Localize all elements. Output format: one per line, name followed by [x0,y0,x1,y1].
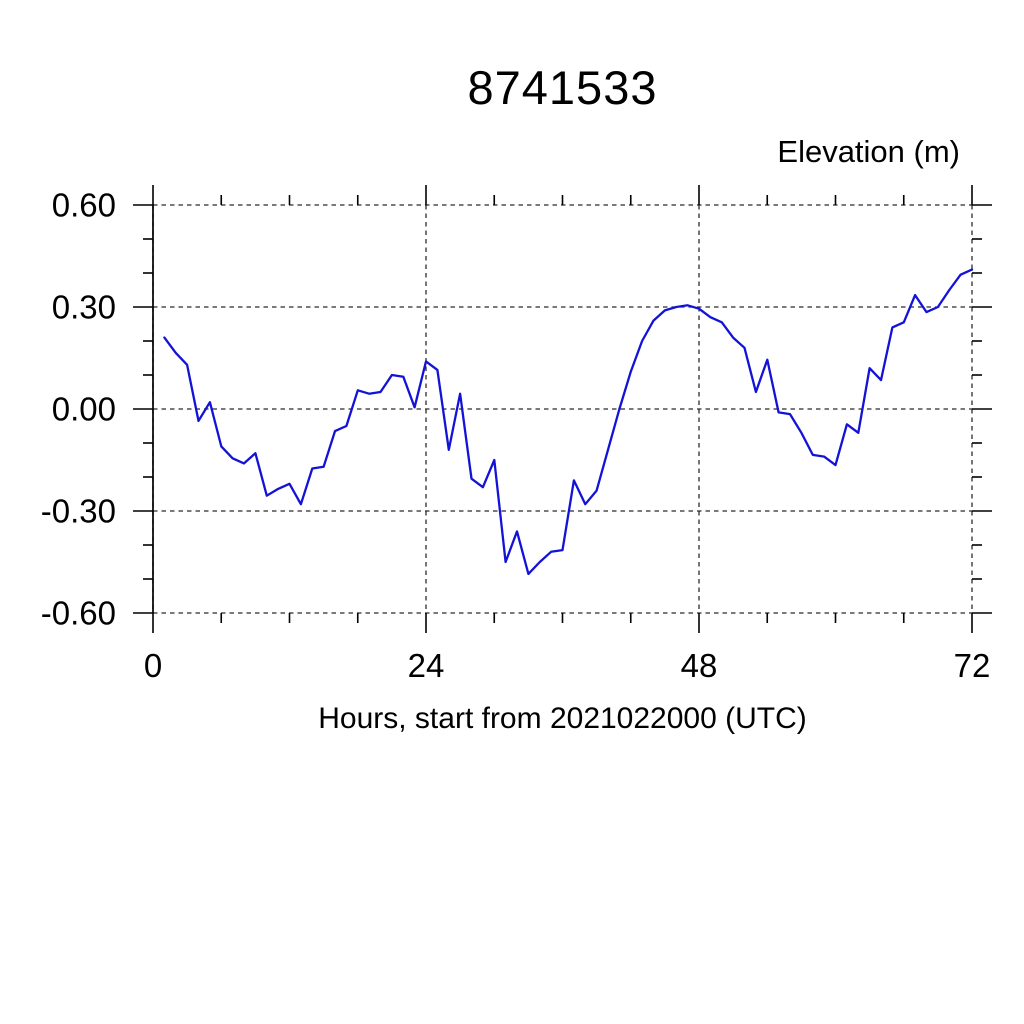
elevation-line [163,268,974,576]
x-tick-label: 24 [408,647,445,684]
y-tick-label: -0.30 [41,493,116,530]
y-axis-title: Elevation (m) [777,134,960,169]
y-tick-label: 0.30 [52,289,116,326]
x-tick-label: 0 [144,647,162,684]
y-tick-label: 0.00 [52,391,116,428]
chart-title: 8741533 [467,61,658,114]
y-tick-label: 0.60 [52,187,116,224]
y-tick-label: -0.60 [41,595,116,632]
x-tick-label: 48 [681,647,718,684]
x-axis-title: Hours, start from 2021022000 (UTC) [318,702,807,735]
x-tick-label: 72 [954,647,991,684]
